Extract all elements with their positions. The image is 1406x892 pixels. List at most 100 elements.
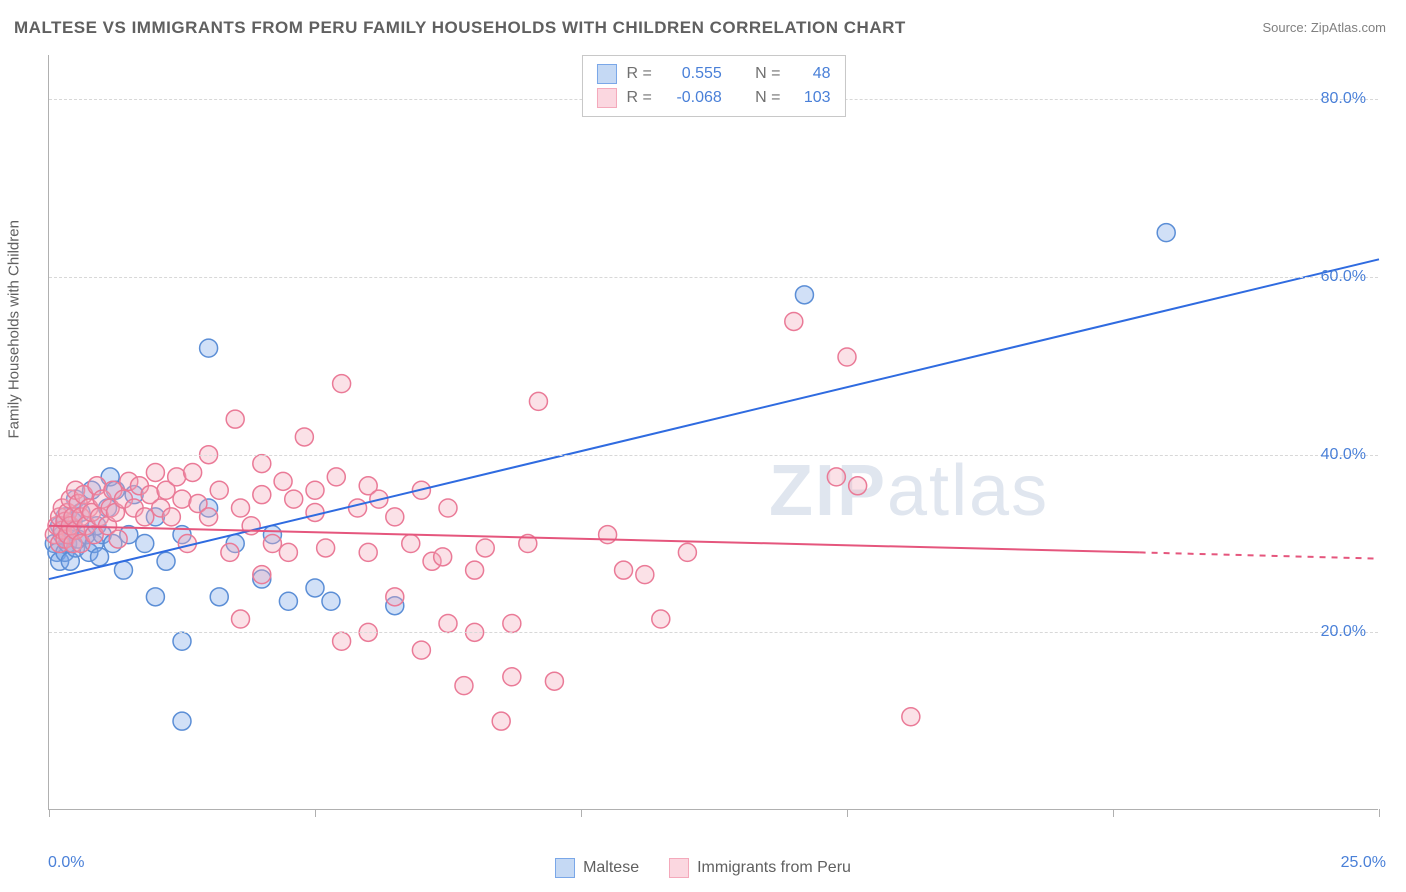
x-tick xyxy=(1379,809,1380,817)
data-point xyxy=(114,561,132,579)
data-point xyxy=(1157,224,1175,242)
plot-svg xyxy=(49,55,1378,809)
x-tick xyxy=(1113,809,1114,817)
gridline xyxy=(49,632,1378,633)
legend-row: R = 0.555 N = 48 xyxy=(596,62,830,86)
legend-item: Maltese xyxy=(555,858,639,878)
data-point xyxy=(785,312,803,330)
data-point xyxy=(386,588,404,606)
data-point xyxy=(503,668,521,686)
data-point xyxy=(327,468,345,486)
data-point xyxy=(226,410,244,428)
gridline xyxy=(49,277,1378,278)
data-point xyxy=(162,508,180,526)
data-point xyxy=(279,543,297,561)
y-tick-label: 80.0% xyxy=(1321,90,1366,108)
y-tick-label: 20.0% xyxy=(1321,623,1366,641)
x-tick xyxy=(847,809,848,817)
legend-n-label: N = xyxy=(755,62,780,86)
data-point xyxy=(434,548,452,566)
legend-n-value: 103 xyxy=(791,86,831,110)
x-tick xyxy=(581,809,582,817)
data-point xyxy=(279,592,297,610)
legend-n-label: N = xyxy=(755,86,780,110)
data-point xyxy=(412,641,430,659)
data-point xyxy=(827,468,845,486)
legend-r-label: R = xyxy=(626,86,651,110)
data-point xyxy=(173,632,191,650)
legend-row: R = -0.068 N = 103 xyxy=(596,86,830,110)
data-point xyxy=(849,477,867,495)
data-point xyxy=(221,543,239,561)
data-point xyxy=(263,535,281,553)
data-point xyxy=(146,463,164,481)
data-point xyxy=(678,543,696,561)
data-point xyxy=(333,375,351,393)
source-label: Source: ZipAtlas.com xyxy=(1262,20,1386,35)
data-point xyxy=(795,286,813,304)
data-point xyxy=(200,508,218,526)
data-point xyxy=(636,566,654,584)
data-point xyxy=(599,526,617,544)
data-point xyxy=(232,610,250,628)
data-point xyxy=(146,588,164,606)
legend-label: Immigrants from Peru xyxy=(697,859,851,877)
data-point xyxy=(173,490,191,508)
data-point xyxy=(476,539,494,557)
y-axis-label: Family Households with Children xyxy=(6,220,23,438)
data-point xyxy=(306,481,324,499)
data-point xyxy=(136,535,154,553)
data-point xyxy=(902,708,920,726)
data-point xyxy=(466,561,484,579)
x-tick xyxy=(49,809,50,817)
data-point xyxy=(306,579,324,597)
legend-n-value: 48 xyxy=(791,62,831,86)
data-point xyxy=(184,463,202,481)
data-point xyxy=(232,499,250,517)
data-point xyxy=(359,543,377,561)
data-point xyxy=(615,561,633,579)
data-point xyxy=(109,530,127,548)
data-point xyxy=(455,677,473,695)
data-point xyxy=(136,508,154,526)
data-point xyxy=(295,428,313,446)
y-tick-label: 60.0% xyxy=(1321,268,1366,286)
data-point xyxy=(210,588,228,606)
data-point xyxy=(439,499,457,517)
data-point xyxy=(349,499,367,517)
data-point xyxy=(439,614,457,632)
data-point xyxy=(492,712,510,730)
data-point xyxy=(545,672,563,690)
data-point xyxy=(157,552,175,570)
legend-r-value: -0.068 xyxy=(662,86,722,110)
data-point xyxy=(168,468,186,486)
chart-title: MALTESE VS IMMIGRANTS FROM PERU FAMILY H… xyxy=(14,18,906,38)
data-point xyxy=(322,592,340,610)
data-point xyxy=(173,712,191,730)
data-point xyxy=(210,481,228,499)
plot-area: ZIPatlas R =0.555 N =48R =-0.068 N =103 … xyxy=(48,55,1378,810)
data-point xyxy=(529,392,547,410)
data-point xyxy=(652,610,670,628)
legend-swatch xyxy=(555,858,575,878)
data-point xyxy=(402,535,420,553)
data-point xyxy=(503,614,521,632)
trend-line-extrapolated xyxy=(1140,552,1379,558)
y-tick-label: 40.0% xyxy=(1321,446,1366,464)
data-point xyxy=(253,566,271,584)
data-point xyxy=(253,486,271,504)
legend-item: Immigrants from Peru xyxy=(669,858,851,878)
data-point xyxy=(91,548,109,566)
data-point xyxy=(386,508,404,526)
legend-label: Maltese xyxy=(583,859,639,877)
gridline xyxy=(49,455,1378,456)
legend-r-label: R = xyxy=(626,62,651,86)
legend-r-value: 0.555 xyxy=(662,62,722,86)
x-tick xyxy=(315,809,316,817)
data-point xyxy=(285,490,303,508)
legend-swatch xyxy=(596,88,616,108)
data-point xyxy=(333,632,351,650)
legend-swatch xyxy=(596,64,616,84)
data-point xyxy=(200,339,218,357)
correlation-legend: R = 0.555 N = 48 R = -0.068 N = 103 xyxy=(581,55,845,117)
